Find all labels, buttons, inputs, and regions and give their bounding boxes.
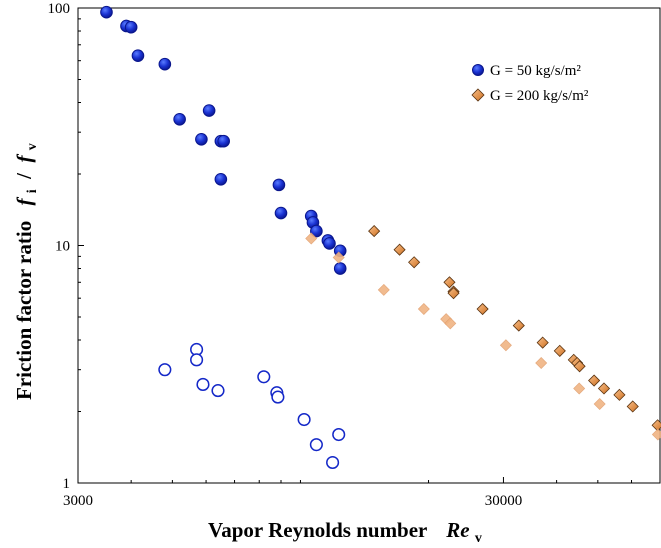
plot-frame	[77, 7, 661, 484]
point-circle-filled	[202, 104, 216, 117]
y-axis-subscript-2: v	[25, 143, 40, 150]
point-circle-filled	[100, 5, 113, 19]
point-circle-filled	[124, 20, 138, 34]
axis-ticks: 1 10 100 3000 30000	[48, 1, 661, 509]
point-circle-open	[297, 412, 311, 427]
legend: G = 50 kg/s/m² G = 200 kg/s/m²	[471, 63, 589, 104]
point-diamond-light	[573, 382, 586, 395]
point-diamond-light	[593, 398, 606, 411]
point-diamond-filled	[512, 319, 525, 332]
legend-marker-g200	[471, 88, 485, 102]
point-circle-filled	[274, 206, 288, 220]
point-diamond-light	[535, 357, 548, 370]
point-diamond-light	[417, 303, 430, 316]
point-circle-open	[332, 427, 346, 442]
point-circle-filled	[310, 224, 323, 238]
point-diamond-light	[499, 339, 512, 352]
point-diamond-filled	[368, 225, 381, 238]
y-axis-symbol-1: f	[12, 197, 36, 206]
point-circle-filled	[323, 237, 336, 250]
point-diamond-filled	[626, 400, 639, 413]
point-diamond-light	[377, 283, 390, 296]
y-tick-label: 10	[55, 239, 70, 255]
x-axis-symbol: Re	[445, 518, 469, 542]
point-diamond-filled	[573, 360, 586, 373]
point-diamond-filled	[613, 388, 626, 401]
legend-label-g200: G = 200 kg/s/m²	[490, 88, 589, 104]
point-diamond-filled	[651, 419, 661, 432]
point-diamond-light	[444, 317, 457, 330]
x-tick-label: 30000	[485, 493, 523, 509]
y-axis-symbol-2: f	[12, 154, 36, 163]
point-circle-open	[257, 370, 271, 384]
legend-label-g50: G = 50 kg/s/m²	[490, 63, 581, 79]
point-circle-filled	[158, 57, 172, 71]
point-circle-open	[309, 438, 323, 452]
point-circle-filled	[131, 49, 145, 62]
y-axis-title-text: Friction factor ratio	[12, 221, 36, 400]
point-diamond-filled	[443, 276, 456, 289]
point-diamond-filled	[536, 336, 549, 349]
point-circle-open	[271, 390, 285, 404]
point-circle-open	[158, 363, 172, 377]
point-circle-open	[326, 455, 340, 470]
point-circle-filled	[195, 132, 208, 146]
y-axis-subscript-1: i	[25, 189, 40, 193]
y-tick-label: 100	[48, 1, 71, 17]
point-circle-open	[196, 377, 210, 391]
point-diamond-filled	[393, 243, 406, 256]
point-diamond-light	[651, 428, 661, 441]
point-diamond-filled	[447, 287, 460, 300]
point-diamond-light	[305, 232, 318, 245]
y-axis-separator: /	[12, 168, 36, 184]
point-diamond-filled	[408, 256, 421, 269]
y-axis-title: Friction factor ratio f i / f v	[12, 143, 41, 400]
x-axis-symbol-subscript: v	[475, 531, 482, 546]
legend-marker-g50	[472, 64, 484, 76]
point-circle-filled	[173, 112, 186, 126]
point-circle-filled	[217, 134, 230, 148]
point-diamond-light	[332, 251, 345, 264]
point-circle-filled	[333, 262, 347, 275]
x-axis-title-text: Vapor Reynolds number	[208, 518, 427, 542]
x-tick-label: 3000	[63, 493, 93, 509]
point-circle-filled	[214, 172, 228, 186]
data-points	[100, 5, 661, 470]
point-diamond-filled	[476, 302, 489, 316]
point-circle-filled	[272, 178, 286, 192]
y-tick-label: 1	[63, 476, 71, 492]
point-diamond-filled	[597, 382, 611, 395]
point-diamond-filled	[588, 374, 601, 387]
point-circle-open	[190, 353, 204, 367]
point-diamond-filled	[553, 344, 566, 357]
x-axis-title: Vapor Reynolds number Re v	[208, 518, 482, 546]
point-circle-open	[211, 384, 225, 398]
